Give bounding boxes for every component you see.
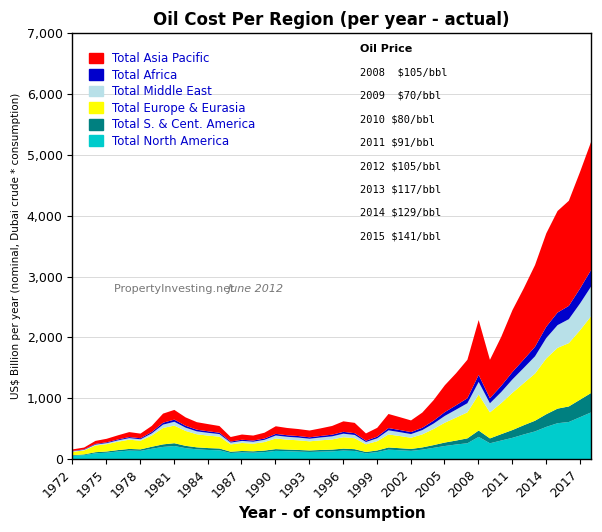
Text: 2012 $105/bbl: 2012 $105/bbl [360,161,441,171]
X-axis label: Year - of consumption: Year - of consumption [238,506,426,521]
Text: 2010 $80/bbl: 2010 $80/bbl [360,114,435,124]
Text: 2009  $70/bbl: 2009 $70/bbl [360,91,441,101]
Legend: Total Asia Pacific, Total Africa, Total Middle East, Total Europe & Eurasia, Tot: Total Asia Pacific, Total Africa, Total … [88,52,255,148]
Text: 2013 $117/bbl: 2013 $117/bbl [360,185,441,195]
Y-axis label: US$ Billion per year (nominal, Dubai crude * consumption): US$ Billion per year (nominal, Dubai cru… [11,93,21,400]
Text: 2008  $105/bbl: 2008 $105/bbl [360,68,448,78]
Text: 2014 $129/bbl: 2014 $129/bbl [360,208,441,218]
Text: 2011 $91/bbl: 2011 $91/bbl [360,138,435,148]
Text: PropertyInvesting.net: PropertyInvesting.net [114,285,238,294]
Text: Oil Price: Oil Price [360,44,412,54]
Title: Oil Cost Per Region (per year - actual): Oil Cost Per Region (per year - actual) [154,11,510,29]
Text: June 2012: June 2012 [228,285,284,294]
Text: 2015 $141/bbl: 2015 $141/bbl [360,231,441,242]
